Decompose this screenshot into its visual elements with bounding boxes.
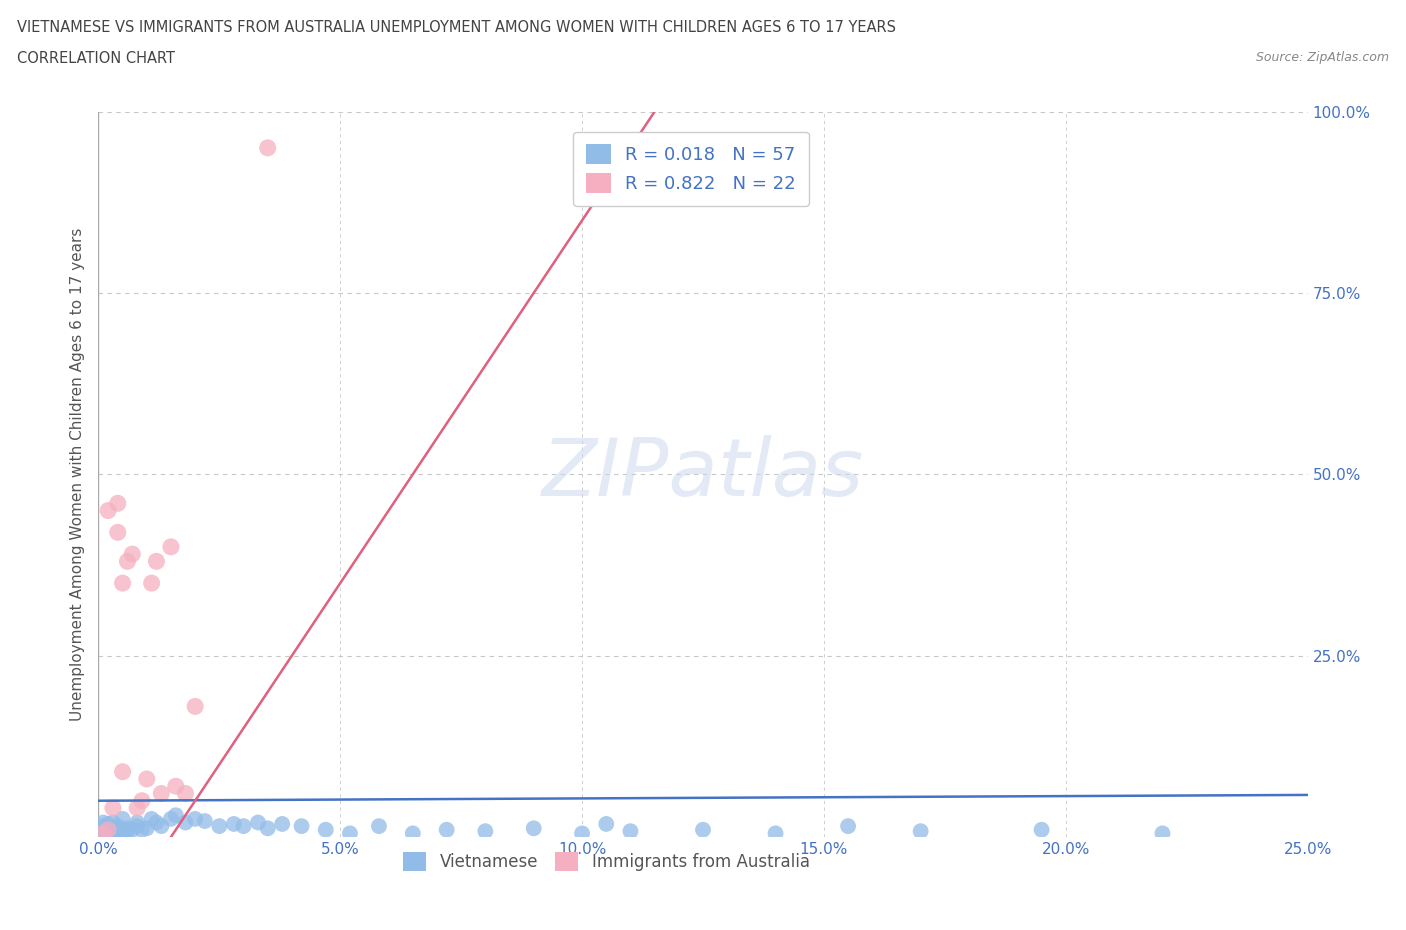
Point bbox=[117, 824, 139, 839]
Point bbox=[247, 815, 270, 830]
Point bbox=[111, 811, 134, 827]
Point bbox=[97, 817, 120, 831]
Point bbox=[339, 826, 361, 841]
Point bbox=[107, 822, 129, 837]
Point bbox=[232, 818, 254, 833]
Point bbox=[97, 826, 120, 841]
Point bbox=[256, 140, 278, 155]
Point bbox=[184, 811, 207, 827]
Point bbox=[571, 826, 593, 841]
Point bbox=[91, 818, 114, 833]
Point bbox=[97, 822, 120, 837]
Point bbox=[145, 554, 167, 569]
Point bbox=[91, 826, 114, 841]
Point bbox=[135, 821, 157, 836]
Point bbox=[121, 822, 143, 837]
Point bbox=[107, 525, 129, 539]
Point bbox=[117, 554, 139, 569]
Point bbox=[194, 814, 217, 829]
Text: VIETNAMESE VS IMMIGRANTS FROM AUSTRALIA UNEMPLOYMENT AMONG WOMEN WITH CHILDREN A: VIETNAMESE VS IMMIGRANTS FROM AUSTRALIA … bbox=[17, 20, 896, 35]
Point bbox=[91, 824, 114, 839]
Point bbox=[97, 503, 120, 518]
Point bbox=[91, 815, 114, 830]
Point bbox=[131, 793, 153, 808]
Legend: Vietnamese, Immigrants from Australia: Vietnamese, Immigrants from Australia bbox=[395, 844, 818, 880]
Point bbox=[910, 824, 932, 839]
Point bbox=[1031, 822, 1053, 837]
Point bbox=[101, 821, 124, 836]
Point bbox=[256, 821, 278, 836]
Point bbox=[271, 817, 294, 831]
Point bbox=[101, 824, 124, 839]
Text: CORRELATION CHART: CORRELATION CHART bbox=[17, 51, 174, 66]
Point bbox=[127, 801, 149, 816]
Point bbox=[111, 576, 134, 591]
Point bbox=[765, 826, 787, 841]
Point bbox=[165, 778, 187, 793]
Point bbox=[101, 815, 124, 830]
Point bbox=[619, 824, 641, 839]
Point bbox=[290, 818, 312, 833]
Point bbox=[523, 821, 546, 836]
Point bbox=[111, 764, 134, 779]
Point bbox=[117, 821, 139, 836]
Point bbox=[692, 822, 714, 837]
Point bbox=[145, 815, 167, 830]
Point bbox=[91, 822, 114, 837]
Point bbox=[97, 821, 120, 836]
Y-axis label: Unemployment Among Women with Children Ages 6 to 17 years: Unemployment Among Women with Children A… bbox=[69, 228, 84, 721]
Point bbox=[160, 811, 183, 827]
Point bbox=[121, 547, 143, 562]
Point bbox=[436, 822, 458, 837]
Point bbox=[107, 818, 129, 833]
Point bbox=[111, 822, 134, 837]
Text: Source: ZipAtlas.com: Source: ZipAtlas.com bbox=[1256, 51, 1389, 64]
Point bbox=[101, 826, 124, 841]
Point bbox=[141, 576, 163, 591]
Point bbox=[368, 818, 391, 833]
Point bbox=[1152, 826, 1174, 841]
Point bbox=[91, 826, 114, 841]
Point bbox=[97, 824, 120, 839]
Point bbox=[595, 817, 617, 831]
Point bbox=[184, 699, 207, 714]
Point bbox=[150, 786, 173, 801]
Point bbox=[127, 818, 149, 833]
Point bbox=[111, 826, 134, 841]
Point bbox=[165, 808, 187, 823]
Point bbox=[141, 811, 163, 827]
Point bbox=[208, 818, 231, 833]
Point bbox=[107, 826, 129, 841]
Point bbox=[135, 772, 157, 787]
Point bbox=[174, 786, 197, 801]
Point bbox=[160, 539, 183, 554]
Point bbox=[222, 817, 245, 831]
Point bbox=[131, 822, 153, 837]
Text: ZIPatlas: ZIPatlas bbox=[541, 435, 865, 513]
Point bbox=[402, 826, 425, 841]
Point bbox=[571, 140, 593, 155]
Point bbox=[474, 824, 496, 839]
Point bbox=[101, 801, 124, 816]
Point bbox=[127, 815, 149, 830]
Point bbox=[107, 496, 129, 511]
Point bbox=[315, 822, 337, 837]
Point bbox=[837, 818, 859, 833]
Point bbox=[174, 815, 197, 830]
Point bbox=[150, 818, 173, 833]
